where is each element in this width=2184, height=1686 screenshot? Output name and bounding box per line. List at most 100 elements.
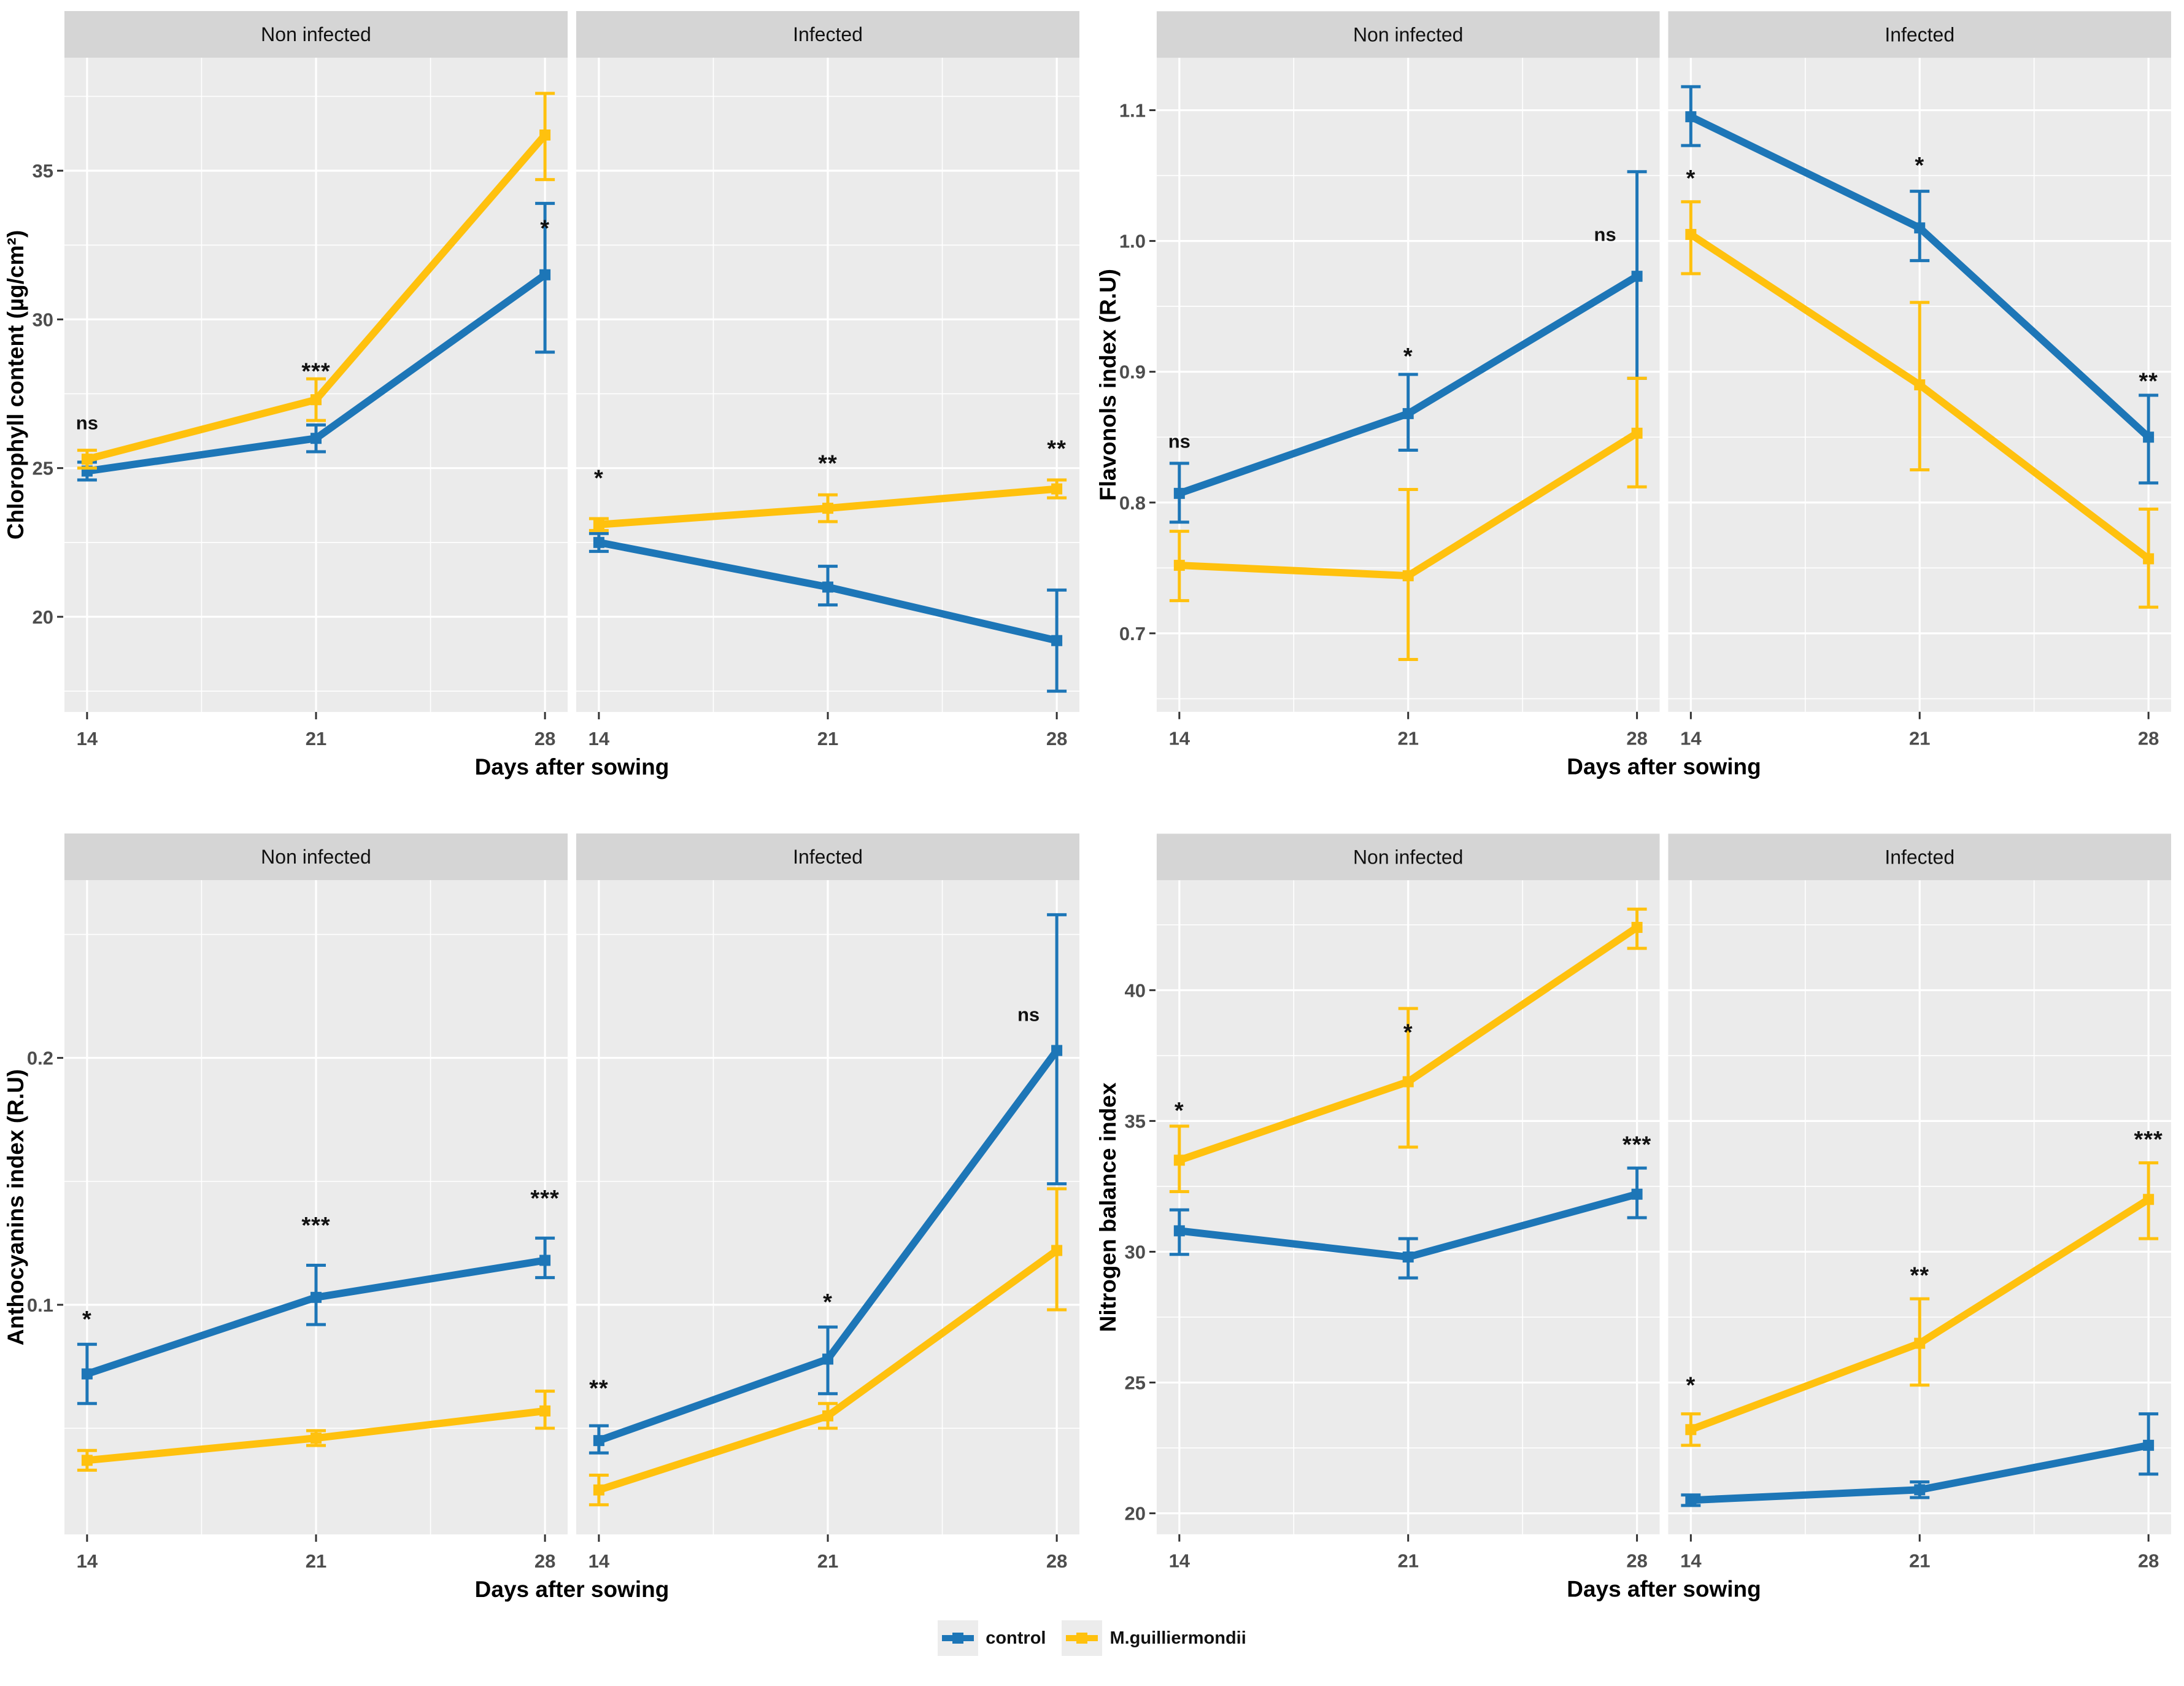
facet-strip: [1156, 11, 1660, 58]
facet-strip: [64, 833, 568, 880]
significance-annotation: *: [82, 1307, 92, 1332]
facet-strip: [576, 11, 1079, 58]
data-point: [81, 454, 93, 465]
significance-annotation: ***: [301, 358, 330, 384]
legend-key-control-icon: [938, 1620, 979, 1656]
series-control: [1169, 1166, 1647, 1280]
data-point: [2143, 1439, 2155, 1451]
flavonols-chart-svg: Flavonols index (R.U) Days after sowing 0.…: [1095, 11, 2172, 779]
data-point: [1685, 1495, 1697, 1506]
x-tick-label: 14: [1169, 728, 1190, 749]
anthocyanins-chart-svg: Anthocyanins index (R.U) Days after sowin…: [3, 833, 1079, 1602]
data-point: [311, 1433, 322, 1444]
significance-annotation: ns: [1017, 1003, 1040, 1025]
legend-key-mguilliermondii-icon: [1062, 1620, 1103, 1656]
series-M.guilliermondii: [1681, 200, 2159, 609]
y-tick-label: 40: [1124, 980, 1145, 1001]
data-point: [81, 1368, 93, 1380]
legend-label-control: control: [986, 1628, 1046, 1648]
facet-strip-label: Non infected: [1353, 23, 1464, 45]
x-tick-label: 21: [1909, 728, 1930, 749]
significance-annotation: ns: [1594, 224, 1616, 246]
series-control: [588, 913, 1067, 1455]
data-point: [822, 503, 833, 514]
significance-annotation: **: [818, 451, 838, 477]
series-M.guilliermondii: [588, 478, 1067, 532]
significance-annotation: *: [1915, 153, 1924, 179]
series-M.guilliermondii: [1169, 907, 1647, 1193]
y-tick-label: 30: [1124, 1241, 1145, 1263]
significance-annotation: ***: [2134, 1127, 2163, 1153]
y-tick-label: 30: [33, 309, 53, 330]
x-axis-title: Days after sowing: [475, 754, 669, 779]
x-tick-label: 14: [77, 1550, 98, 1572]
x-tick-label: 14: [588, 728, 610, 749]
data-point: [1051, 635, 1063, 646]
y-tick-label: 1.1: [1119, 100, 1146, 122]
facet-strip: [1668, 11, 2172, 58]
x-tick-label: 28: [2138, 728, 2159, 749]
x-tick-label: 14: [588, 1550, 610, 1572]
x-tick-label: 28: [1046, 728, 1067, 749]
series-M.guilliermondii: [1169, 376, 1647, 661]
series-M.guilliermondii: [77, 91, 555, 470]
data-point: [2143, 431, 2155, 443]
x-axis-title: Days after sowing: [1567, 1577, 1761, 1602]
data-point: [1051, 483, 1063, 495]
x-tick-label: 14: [77, 728, 98, 749]
series-control: [77, 1236, 555, 1406]
data-point: [2143, 553, 2155, 565]
data-point: [1914, 1484, 1926, 1496]
data-point: [1685, 111, 1697, 123]
data-point: [1173, 1225, 1185, 1237]
significance-annotation: ns: [1168, 430, 1190, 452]
data-point: [539, 1405, 551, 1417]
data-point: [539, 129, 551, 141]
data-point: [539, 1255, 551, 1266]
significance-annotation: **: [2139, 368, 2158, 394]
data-point: [81, 1455, 93, 1466]
significance-annotation: *: [1686, 166, 1696, 191]
legend: control M.guilliermondii: [0, 1620, 2184, 1656]
y-tick-label: 35: [1124, 1110, 1145, 1132]
data-point: [593, 1435, 604, 1447]
data-point: [593, 519, 604, 530]
significance-annotation: **: [589, 1376, 609, 1402]
data-point: [822, 581, 833, 593]
facet-strip: [576, 833, 1079, 880]
x-tick-label: 28: [1046, 1550, 1067, 1572]
y-tick-label: 25: [1124, 1372, 1145, 1394]
data-point: [1914, 1337, 1926, 1349]
x-tick-label: 28: [1626, 728, 1647, 749]
chart-nitrogen-balance: Nitrogen balance index Days after sowing 2…: [1092, 822, 2184, 1620]
x-tick-label: 21: [306, 1550, 326, 1572]
data-point: [2143, 1194, 2155, 1205]
legend-label-mguilliermondii: M.guilliermondii: [1109, 1628, 1246, 1648]
data-point: [1631, 1188, 1643, 1200]
x-tick-label: 14: [1680, 1550, 1702, 1572]
data-point: [1173, 487, 1185, 499]
data-point: [822, 1410, 833, 1421]
facet-strip-label: Non infected: [261, 23, 371, 45]
significance-annotation: ns: [76, 412, 98, 434]
y-axis-title: Chlorophyll content (µg/cm²): [3, 230, 28, 539]
x-axis-title: Days after sowing: [1567, 754, 1761, 779]
data-point: [1173, 1154, 1185, 1166]
data-point: [1914, 222, 1926, 234]
x-tick-label: 21: [817, 728, 838, 749]
data-point: [1051, 1245, 1063, 1256]
significance-annotation: **: [1047, 436, 1067, 462]
y-tick-label: 0.1: [27, 1294, 53, 1316]
facet-strip: [1156, 833, 1660, 881]
significance-annotation: *: [823, 1290, 833, 1315]
significance-annotation: *: [540, 216, 550, 242]
y-tick-label: 1.0: [1119, 231, 1146, 252]
chart-flavonols: Flavonols index (R.U) Days after sowing 0.…: [1092, 0, 2184, 798]
charts-grid: Chlorophyll content (µg/cm²) Days after s…: [3, 0, 2184, 1620]
x-axis-title: Days after sowing: [475, 1577, 669, 1602]
data-point: [1631, 271, 1643, 282]
